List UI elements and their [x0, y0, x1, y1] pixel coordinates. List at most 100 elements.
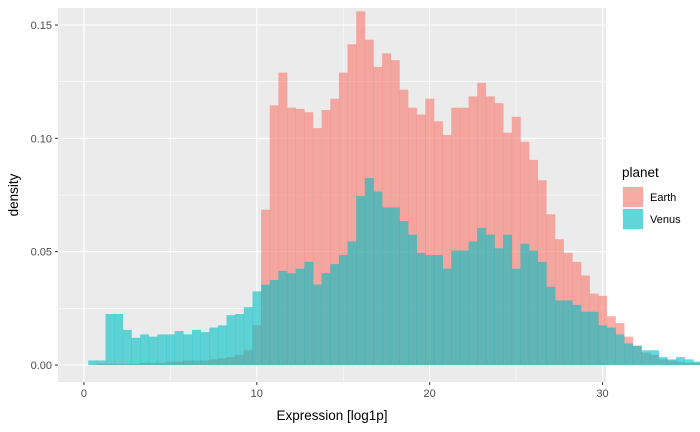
venus-bar [684, 359, 694, 365]
venus-bar [641, 350, 651, 365]
y-tick-label: 0.00 [31, 360, 52, 372]
earth-bar [433, 121, 443, 365]
venus-bar [131, 337, 141, 365]
venus-bar [572, 304, 582, 365]
venus-bar [278, 270, 288, 365]
venus-bar [459, 250, 469, 365]
venus-bar [312, 284, 322, 365]
legend-key-earth [623, 187, 643, 207]
venus-bar [157, 334, 167, 365]
venus-bar [200, 332, 210, 365]
earth-bar [330, 98, 340, 366]
venus-bar [615, 334, 625, 365]
venus-bar [105, 314, 115, 365]
x-axis: 0 10 20 30 [81, 382, 609, 400]
y-tick-label: 0.05 [31, 247, 52, 259]
venus-bar [114, 314, 124, 365]
venus-bar [347, 241, 357, 365]
venus-bar [546, 286, 556, 365]
earth-bar [451, 107, 461, 365]
venus-bar [555, 300, 564, 365]
venus-bar [676, 357, 685, 365]
venus-bar [183, 334, 193, 365]
venus-bar [511, 268, 521, 365]
venus-bar [650, 350, 660, 365]
earth-bar [425, 98, 435, 366]
earth-bar [485, 96, 495, 366]
earth-bar [511, 116, 521, 365]
venus-bar [425, 255, 435, 365]
x-tick-label: 10 [251, 388, 263, 400]
venus-bar [537, 261, 547, 365]
legend-key-venus [623, 209, 643, 229]
earth-bar [494, 103, 504, 365]
y-tick-label: 0.10 [31, 133, 52, 145]
venus-bar [88, 360, 98, 365]
venus-bar [399, 221, 409, 365]
venus-bar [148, 336, 158, 365]
legend-label-earth: Earth [650, 192, 676, 204]
venus-bar [321, 273, 331, 365]
venus-bar [408, 234, 418, 365]
earth-bar [287, 107, 296, 365]
venus-bar [209, 327, 219, 365]
earth-bar [459, 107, 469, 365]
venus-bar [174, 331, 184, 365]
earth-bar [477, 82, 487, 366]
venus-bar [364, 178, 374, 365]
venus-bar [287, 273, 296, 365]
earth-bar [416, 114, 426, 366]
venus-bar [580, 311, 590, 365]
venus-bar [226, 315, 236, 365]
venus-bar [330, 264, 340, 365]
earth-bar [356, 11, 366, 366]
earth-bar [442, 134, 452, 365]
venus-bar [494, 248, 504, 365]
venus-bar [304, 261, 314, 365]
venus-bar [477, 227, 487, 365]
venus-bar [520, 243, 530, 365]
x-tick-label: 20 [424, 388, 436, 400]
venus-bar [693, 361, 700, 365]
earth-bar [312, 128, 322, 365]
venus-bar [261, 284, 271, 365]
x-tick-label: 30 [596, 388, 608, 400]
venus-bar [606, 327, 616, 365]
venus-bar [166, 334, 175, 365]
venus-bar [356, 196, 366, 365]
venus-bar [382, 207, 392, 365]
venus-bar [140, 334, 150, 365]
y-axis-title: density [6, 173, 21, 216]
venus-bar [373, 191, 383, 365]
earth-bar [269, 105, 279, 365]
venus-bar [122, 329, 132, 365]
venus-bar [624, 343, 634, 365]
x-tick-label: 0 [81, 388, 87, 400]
venus-bar [667, 359, 677, 365]
earth-bar [468, 96, 478, 366]
venus-bar [442, 268, 452, 365]
venus-bar [338, 255, 348, 365]
venus-bar [390, 207, 400, 365]
legend-label-venus: Venus [650, 214, 681, 226]
venus-bar [529, 250, 539, 365]
earth-bar [304, 112, 314, 366]
venus-bar [563, 300, 573, 365]
earth-bar [295, 108, 305, 365]
venus-bar [252, 291, 262, 365]
venus-bar [416, 252, 426, 365]
venus-bar [269, 280, 279, 365]
legend: planet Earth Venus [622, 165, 681, 230]
earth-bar [278, 72, 288, 365]
legend-title: planet [622, 165, 659, 180]
venus-bar [243, 307, 253, 365]
venus-bar [632, 345, 642, 365]
venus-bar [468, 241, 478, 365]
x-axis-title: Expression [log1p] [276, 408, 387, 423]
earth-bar [347, 44, 357, 366]
venus-bar [235, 314, 245, 365]
venus-bar [191, 329, 201, 365]
venus-bar [485, 234, 495, 365]
venus-bar [589, 311, 599, 365]
